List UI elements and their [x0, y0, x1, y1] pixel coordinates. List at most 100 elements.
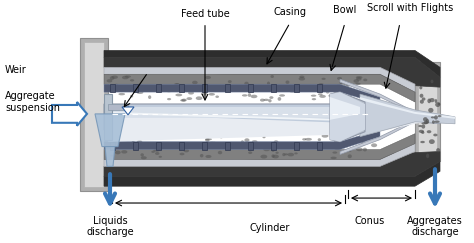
Ellipse shape	[219, 135, 223, 139]
Ellipse shape	[137, 91, 144, 94]
Ellipse shape	[120, 136, 126, 140]
Text: Bowl: Bowl	[333, 5, 357, 15]
Polygon shape	[248, 84, 253, 92]
Polygon shape	[104, 161, 440, 186]
Ellipse shape	[141, 156, 147, 159]
Ellipse shape	[285, 80, 290, 84]
Ellipse shape	[435, 102, 440, 107]
Ellipse shape	[347, 148, 352, 152]
Polygon shape	[108, 112, 440, 122]
Ellipse shape	[278, 97, 281, 101]
Ellipse shape	[363, 94, 367, 96]
Text: Feed tube: Feed tube	[181, 9, 229, 19]
Polygon shape	[330, 92, 365, 142]
Ellipse shape	[318, 83, 324, 87]
Ellipse shape	[186, 97, 192, 100]
Polygon shape	[360, 97, 455, 119]
Ellipse shape	[435, 99, 437, 103]
Ellipse shape	[151, 151, 155, 153]
Ellipse shape	[343, 92, 348, 94]
Ellipse shape	[421, 131, 424, 134]
Ellipse shape	[205, 138, 210, 142]
Ellipse shape	[329, 146, 334, 148]
Polygon shape	[225, 142, 230, 149]
Ellipse shape	[334, 147, 340, 150]
Ellipse shape	[359, 140, 365, 143]
Ellipse shape	[244, 82, 249, 86]
Ellipse shape	[337, 77, 342, 80]
Text: Scroll with Flights: Scroll with Flights	[367, 3, 453, 13]
Ellipse shape	[434, 115, 438, 120]
Ellipse shape	[423, 117, 428, 122]
Ellipse shape	[348, 93, 353, 96]
Polygon shape	[202, 142, 207, 149]
Ellipse shape	[206, 142, 210, 145]
Ellipse shape	[312, 98, 316, 100]
Ellipse shape	[181, 86, 185, 89]
Polygon shape	[248, 142, 253, 149]
Ellipse shape	[302, 138, 306, 140]
Ellipse shape	[245, 138, 249, 142]
Ellipse shape	[321, 78, 326, 80]
Ellipse shape	[138, 146, 142, 149]
Ellipse shape	[343, 88, 346, 91]
Ellipse shape	[273, 140, 278, 144]
Ellipse shape	[143, 88, 150, 90]
Ellipse shape	[119, 86, 124, 89]
Ellipse shape	[339, 81, 345, 84]
Polygon shape	[330, 116, 440, 137]
Ellipse shape	[273, 155, 279, 158]
Ellipse shape	[180, 153, 184, 155]
Ellipse shape	[363, 148, 367, 151]
Ellipse shape	[288, 153, 294, 156]
Ellipse shape	[110, 76, 115, 80]
Ellipse shape	[428, 98, 431, 103]
Ellipse shape	[182, 99, 187, 102]
Ellipse shape	[192, 81, 198, 84]
Ellipse shape	[260, 87, 264, 91]
Ellipse shape	[175, 83, 179, 86]
Polygon shape	[110, 84, 115, 92]
Polygon shape	[360, 94, 455, 137]
Polygon shape	[317, 84, 322, 92]
Ellipse shape	[328, 95, 332, 97]
Polygon shape	[105, 147, 115, 166]
Ellipse shape	[319, 95, 326, 98]
Ellipse shape	[282, 86, 285, 88]
Ellipse shape	[145, 135, 150, 138]
Polygon shape	[110, 142, 115, 149]
Polygon shape	[104, 107, 365, 118]
Ellipse shape	[200, 154, 203, 157]
Ellipse shape	[132, 141, 135, 144]
Ellipse shape	[196, 96, 202, 100]
Ellipse shape	[436, 148, 440, 152]
Polygon shape	[340, 120, 440, 155]
Polygon shape	[179, 84, 184, 92]
Ellipse shape	[275, 152, 279, 154]
Polygon shape	[294, 142, 299, 149]
Ellipse shape	[426, 119, 429, 123]
Polygon shape	[225, 84, 230, 92]
Ellipse shape	[166, 134, 169, 138]
Ellipse shape	[271, 148, 275, 152]
Ellipse shape	[311, 95, 316, 97]
Ellipse shape	[109, 146, 113, 148]
Ellipse shape	[264, 99, 269, 101]
Ellipse shape	[209, 142, 214, 145]
Ellipse shape	[191, 136, 196, 138]
Ellipse shape	[218, 151, 222, 154]
Ellipse shape	[125, 75, 131, 78]
Polygon shape	[104, 67, 415, 92]
Ellipse shape	[356, 77, 362, 81]
Ellipse shape	[356, 83, 361, 85]
Ellipse shape	[428, 108, 434, 113]
Ellipse shape	[321, 134, 328, 138]
Ellipse shape	[175, 94, 182, 96]
Ellipse shape	[183, 85, 186, 87]
Ellipse shape	[438, 115, 442, 117]
Polygon shape	[104, 104, 365, 130]
Ellipse shape	[308, 86, 314, 89]
Ellipse shape	[263, 136, 265, 138]
Ellipse shape	[279, 94, 285, 97]
Polygon shape	[156, 84, 161, 92]
